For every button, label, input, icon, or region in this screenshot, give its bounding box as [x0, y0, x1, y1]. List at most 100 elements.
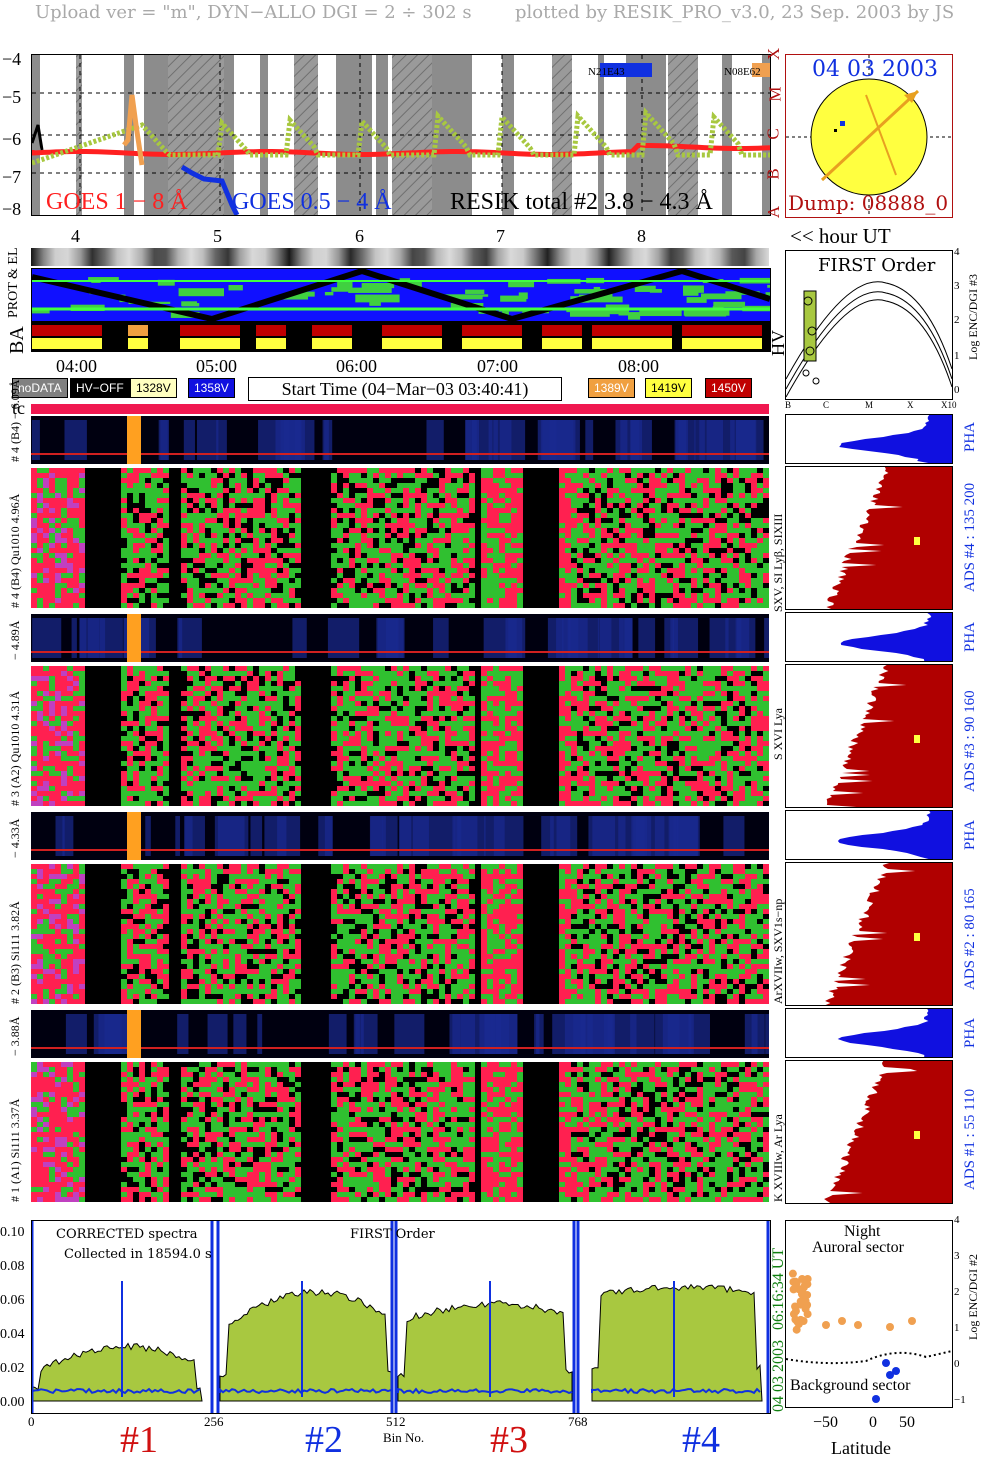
spectrogram-cell [205, 588, 211, 593]
spectrogram-cell [679, 518, 685, 523]
spectrogram-cell [703, 538, 709, 543]
spectrogram-cell [469, 681, 475, 686]
spectrogram-cell [217, 771, 223, 776]
spectrogram-cell [445, 578, 451, 583]
ba-segment [462, 325, 522, 336]
spectrogram-cell [331, 558, 337, 563]
spectrogram-cell [121, 751, 127, 756]
spectrogram-cell [121, 603, 127, 608]
spectrogram-cell [127, 518, 133, 523]
spectrogram-cell [133, 548, 139, 553]
spectrogram-cell [511, 588, 517, 593]
spectrogram-cell [145, 483, 151, 488]
spectrogram-cell [79, 543, 85, 548]
spectrogram-cell [361, 528, 367, 533]
spectrogram-cell [631, 468, 637, 473]
spectrogram-cell [751, 533, 757, 538]
spectrogram-cell [577, 488, 583, 493]
spectrogram-cell [211, 716, 217, 721]
spectrogram-cell [709, 483, 715, 488]
first-order-ylabel: Log ENC/DGI #3 [966, 274, 980, 360]
spectrogram-cell [457, 681, 463, 686]
spectrogram-cell [601, 543, 607, 548]
spectrogram-cell [355, 478, 361, 483]
spectrogram-cell [487, 518, 493, 523]
spectrogram-cell [739, 593, 745, 598]
spectrogram-cell [745, 473, 751, 478]
spectrogram-cell [421, 671, 427, 676]
spectrogram-cell [343, 756, 349, 761]
spectrogram-cell [445, 771, 451, 776]
spectrogram-cell [757, 548, 763, 553]
spectrogram-cell [247, 588, 253, 593]
spectrogram-cell [487, 493, 493, 498]
spectrogram-cell [289, 776, 295, 781]
spectrogram-cell [763, 538, 769, 543]
spectrogram-cell [445, 553, 451, 558]
spectrogram-cell [265, 548, 271, 553]
spectrogram-cell [61, 721, 67, 726]
spectrogram-cell [493, 771, 499, 776]
prot-blotch [601, 311, 627, 315]
spectrogram-cell [355, 548, 361, 553]
spectrogram-cell [283, 513, 289, 518]
spectrogram-cell [517, 473, 523, 478]
spectrogram-cell [355, 498, 361, 503]
spectrogram-cell [739, 473, 745, 478]
spectrogram-cell [127, 498, 133, 503]
spectrogram-cell [367, 578, 373, 583]
spectrogram-cell [487, 598, 493, 603]
spectrogram-cell [463, 518, 469, 523]
spectrogram-cell [427, 706, 433, 711]
spectrogram-cell [37, 796, 43, 801]
spectrogram-cell [235, 766, 241, 771]
spectrogram-cell [151, 751, 157, 756]
spectrogram-cell [439, 598, 445, 603]
spectrogram-cell [349, 488, 355, 493]
spectrogram-cell [385, 791, 391, 796]
spectrogram-cell [157, 563, 163, 568]
spectrogram-cell [79, 533, 85, 538]
spectrogram-cell [355, 676, 361, 681]
spectrogram-cell [457, 553, 463, 558]
spectrogram-cell [499, 598, 505, 603]
spectrogram-cell [355, 483, 361, 488]
spectrogram-cell [619, 588, 625, 593]
spectrogram-cell [289, 518, 295, 523]
spectrogram-cell [259, 671, 265, 676]
spectrogram-cell [721, 603, 727, 608]
spectrogram-cell [607, 548, 613, 553]
spectrogram-cell [217, 766, 223, 771]
spectrogram-cell [331, 746, 337, 751]
spectrogram-cell [259, 483, 265, 488]
spectrogram-cell [139, 593, 145, 598]
spectrogram-cell [199, 751, 205, 756]
spectrogram-cell [223, 578, 229, 583]
spectrogram-cell [403, 716, 409, 721]
spectrogram-cell [151, 488, 157, 493]
spectrogram-cell [745, 483, 751, 488]
spectrogram-cell [355, 578, 361, 583]
spectrogram-cell [763, 473, 769, 478]
spectrogram-cell [391, 578, 397, 583]
spectrogram-cell [409, 706, 415, 711]
spectrogram-cell [289, 568, 295, 573]
spectrogram-cell [673, 598, 679, 603]
spectrogram-cell [277, 761, 283, 766]
spectrogram-cell [451, 528, 457, 533]
spectrogram-cell [667, 518, 673, 523]
spectrogram-cell [463, 478, 469, 483]
spectrogram-cell [469, 593, 475, 598]
spectrogram-cell [739, 493, 745, 498]
spectrogram-cell [361, 746, 367, 751]
spectrogram-cell [49, 483, 55, 488]
spectrogram-cell [55, 558, 61, 563]
spectrogram-cell [259, 756, 265, 761]
spectrogram-cell [343, 781, 349, 786]
spectrogram-cell [409, 538, 415, 543]
spectrogram-cell [37, 538, 43, 543]
spectrogram-cell [427, 578, 433, 583]
legend-1358v: 1358V [188, 378, 235, 398]
spectrogram-cell [343, 726, 349, 731]
spectrogram-cell [631, 478, 637, 483]
